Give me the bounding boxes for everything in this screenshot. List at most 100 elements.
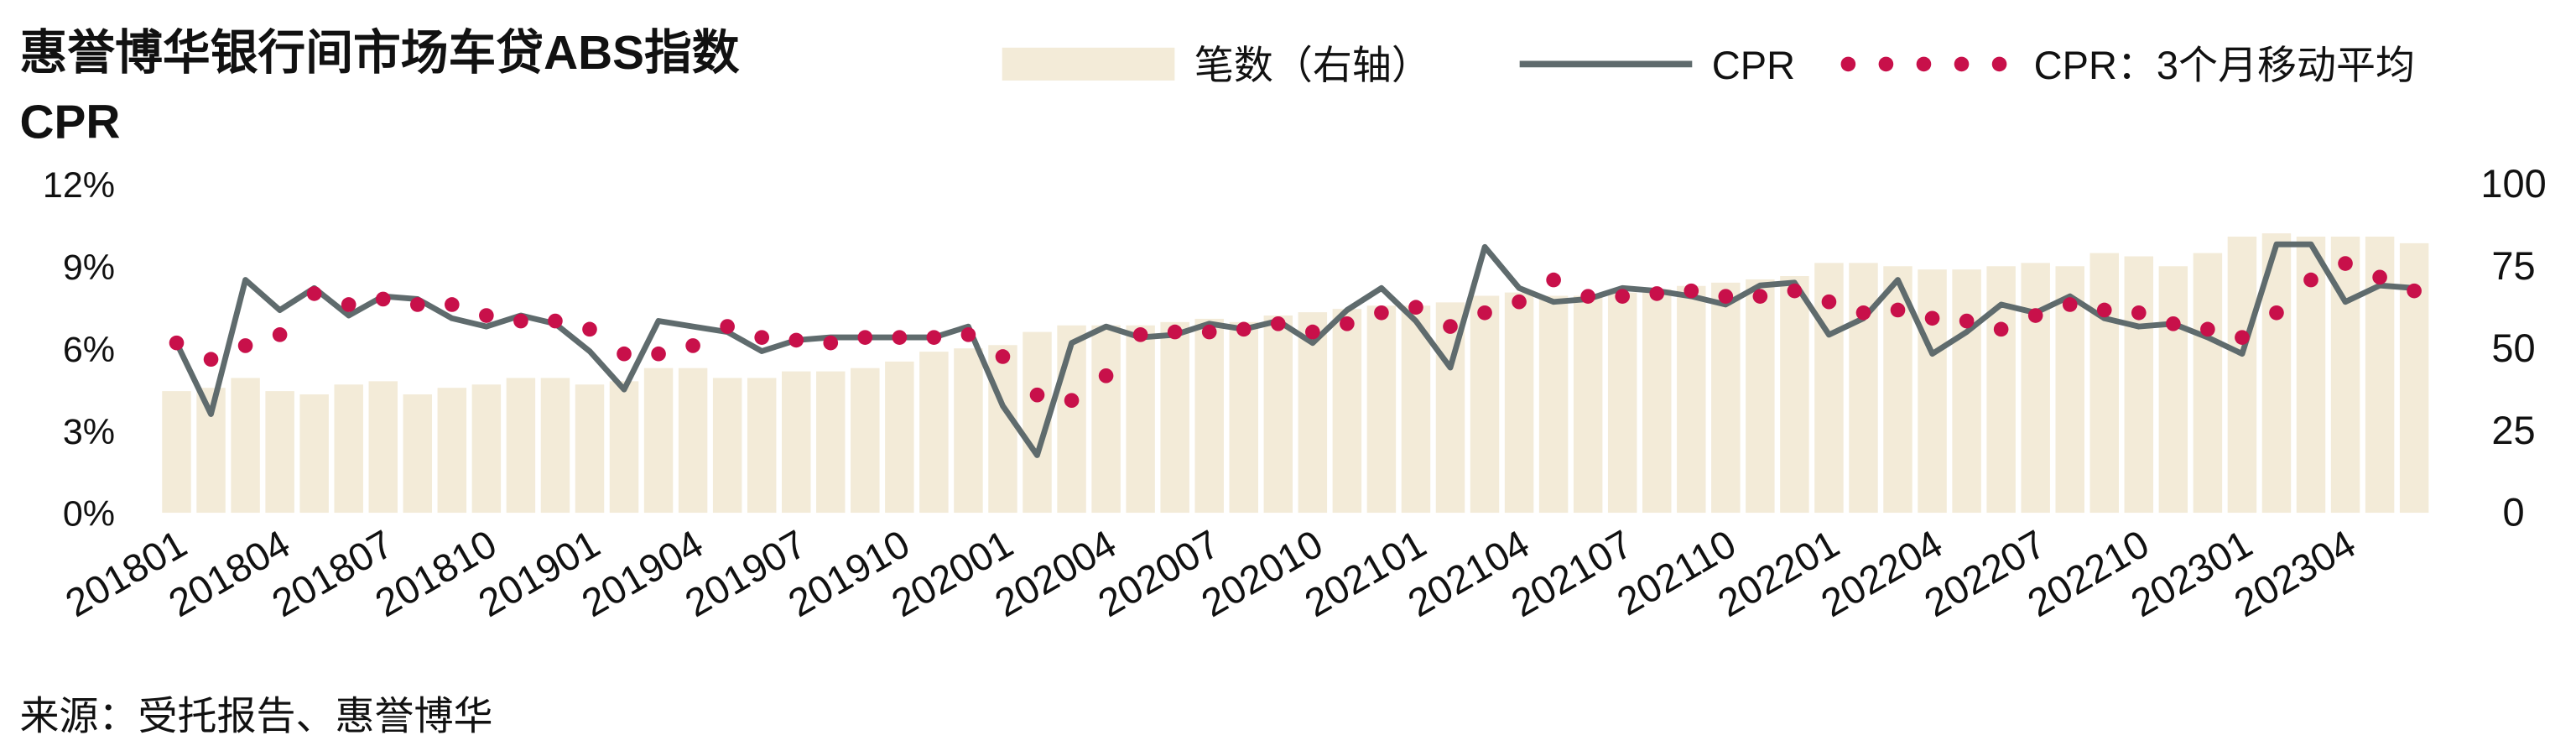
- bar: [816, 371, 846, 514]
- bar: [265, 391, 294, 514]
- bar: [2158, 266, 2188, 514]
- avg-dot: [2338, 256, 2353, 271]
- avg-dot: [2407, 283, 2422, 299]
- avg-dot: [409, 297, 425, 312]
- avg-dot: [995, 349, 1011, 364]
- bar: [506, 378, 536, 514]
- avg-dot: [926, 330, 942, 345]
- bar: [1538, 295, 1569, 514]
- avg-dot: [1649, 286, 1665, 301]
- legend-label: 笔数（右轴）: [1194, 43, 1431, 87]
- avg-dot: [1305, 324, 1320, 340]
- avg-dot: [1167, 324, 1183, 340]
- bar: [2089, 253, 2120, 514]
- y-tick-label: 9%: [63, 248, 115, 288]
- avg-dot: [1029, 387, 1045, 403]
- avg-dot: [306, 286, 322, 301]
- legend-swatch: [1002, 47, 1175, 81]
- bar: [1229, 321, 1258, 514]
- bar: [2330, 237, 2360, 514]
- bar: [540, 378, 570, 514]
- avg-dot: [1064, 393, 1080, 409]
- bar: [2124, 256, 2154, 514]
- avg-dot: [1236, 321, 1252, 337]
- y2-tick-label: 100: [2480, 161, 2546, 206]
- bar: [1711, 282, 1741, 514]
- bar: [299, 394, 329, 514]
- y-tick-label: 6%: [63, 330, 115, 370]
- legend-label: CPR: [1712, 43, 1795, 87]
- avg-dot: [1098, 368, 1114, 383]
- avg-dot: [2062, 297, 2078, 312]
- bar: [1160, 321, 1189, 514]
- bar: [1126, 325, 1155, 514]
- avg-dot: [203, 352, 219, 368]
- bar: [1642, 289, 1672, 514]
- bar: [2021, 263, 2050, 514]
- avg-dot: [548, 313, 563, 329]
- avg-dot: [2235, 330, 2250, 345]
- avg-dot: [1890, 302, 1906, 318]
- avg-dot: [2096, 302, 2112, 318]
- avg-dot: [237, 338, 253, 353]
- avg-dot: [1924, 310, 1940, 326]
- bar: [1091, 325, 1121, 514]
- bar: [368, 381, 398, 514]
- avg-dot: [1752, 289, 1768, 304]
- bar: [712, 378, 742, 514]
- avg-dot: [1546, 272, 1561, 288]
- avg-dot: [2166, 316, 2181, 331]
- avg-dot: [651, 346, 666, 362]
- bar: [747, 378, 777, 514]
- x-tick-label: 202304: [2226, 521, 2362, 625]
- y2-tick-label: 75: [2491, 243, 2535, 288]
- bar: [1746, 279, 1775, 514]
- bar: [1470, 295, 1500, 514]
- bar: [851, 368, 880, 514]
- avg-dot: [2027, 308, 2043, 323]
- bar: [231, 378, 260, 514]
- legend-dot: [1991, 56, 2007, 72]
- bar: [1918, 269, 1947, 514]
- avg-dot: [1132, 327, 1148, 342]
- avg-dot: [1374, 305, 1389, 321]
- avg-dot: [1787, 283, 1803, 299]
- avg-dot: [1821, 294, 1837, 310]
- legend-dot: [1878, 56, 1894, 72]
- avg-dot: [1340, 316, 1355, 331]
- avg-dot: [2372, 269, 2387, 285]
- avg-dot: [1855, 305, 1871, 321]
- avg-dot: [1270, 316, 1286, 331]
- y2-tick-label: 0: [2503, 490, 2525, 535]
- avg-dot: [375, 291, 391, 307]
- bar: [437, 388, 467, 514]
- avg-dot: [823, 335, 839, 351]
- avg-dot: [1512, 294, 1527, 310]
- bar: [1952, 269, 1981, 514]
- bar: [954, 348, 983, 514]
- y2-tick-label: 25: [2491, 408, 2535, 452]
- avg-dot: [685, 338, 700, 353]
- avg-dot: [2269, 305, 2284, 321]
- avg-dot: [272, 327, 288, 342]
- y-tick-label: 3%: [63, 412, 115, 452]
- bar: [919, 352, 949, 514]
- avg-dot: [341, 297, 356, 312]
- bar: [1366, 305, 1397, 514]
- x-tick-label: 202107: [1504, 521, 1640, 625]
- bar: [1401, 305, 1431, 514]
- avg-dot: [720, 319, 735, 334]
- bar: [1263, 316, 1293, 514]
- y-axis-label: CPR: [20, 96, 121, 149]
- bar: [403, 394, 433, 514]
- bar: [988, 345, 1017, 514]
- avg-dot: [2303, 272, 2318, 288]
- bar: [334, 384, 363, 514]
- legend-dot: [1954, 56, 1970, 72]
- avg-dot: [892, 330, 908, 345]
- bar: [1573, 295, 1603, 514]
- avg-dot: [1959, 313, 1975, 329]
- bar: [575, 384, 605, 514]
- avg-dot: [1408, 300, 1423, 316]
